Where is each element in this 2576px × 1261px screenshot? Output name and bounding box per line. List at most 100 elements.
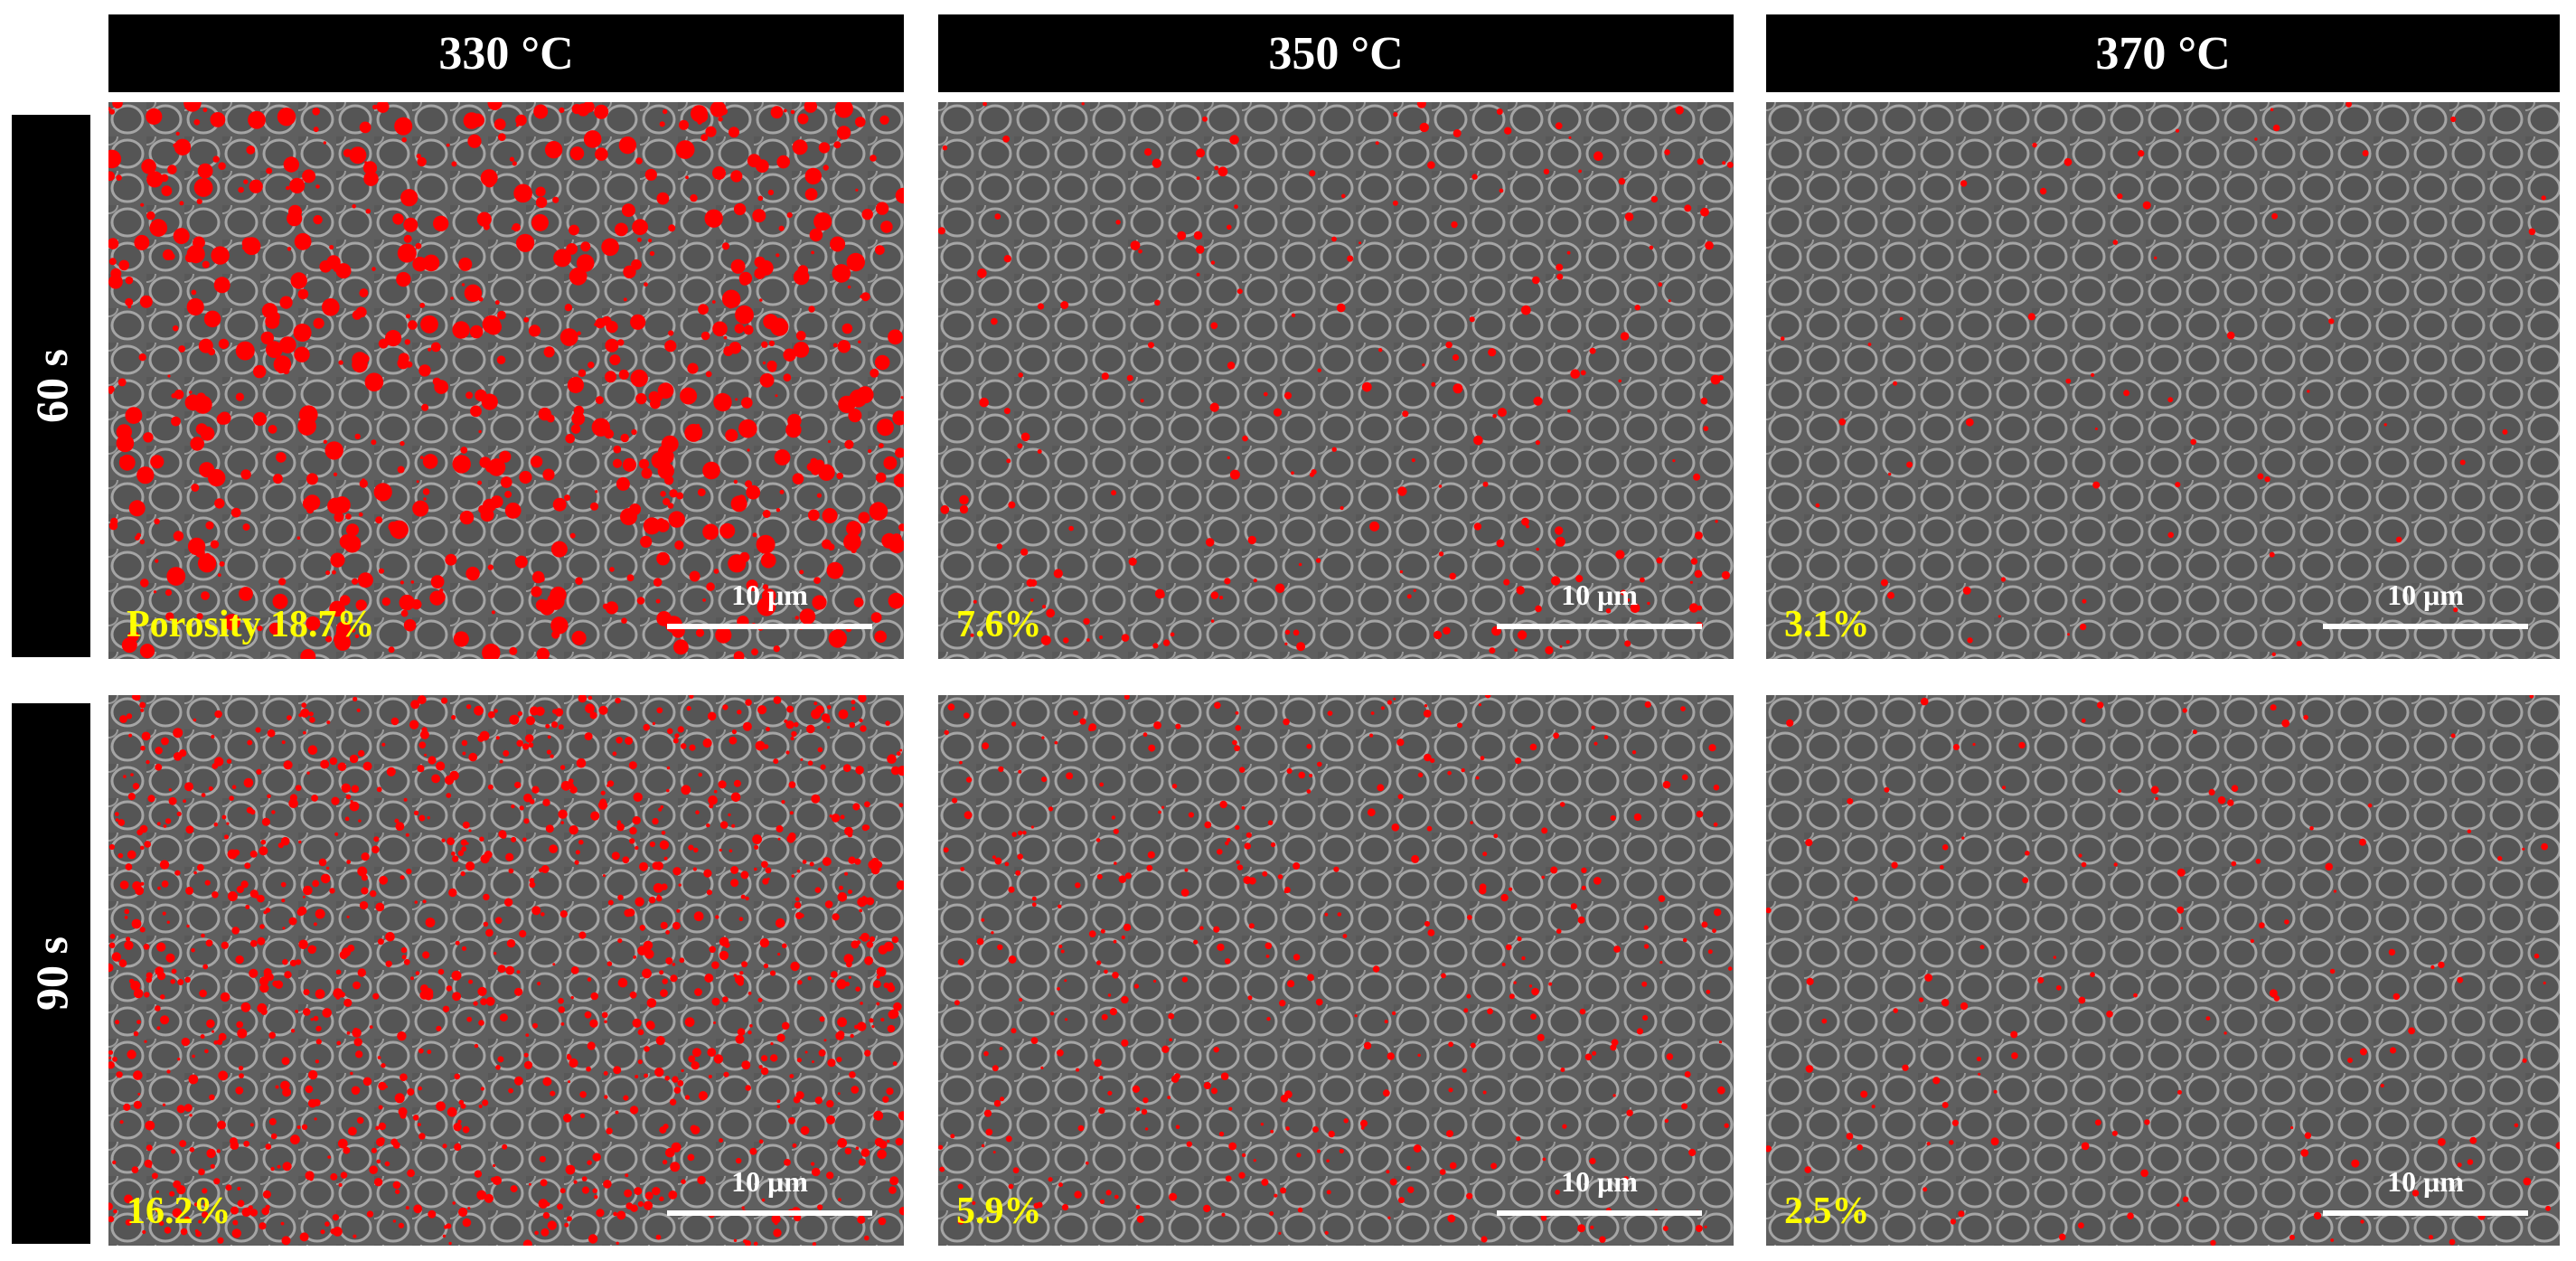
pore [408, 320, 418, 330]
pore [494, 709, 498, 713]
pore [118, 959, 127, 967]
pore [127, 1049, 136, 1059]
pore [529, 878, 535, 883]
pore [816, 493, 823, 498]
pore [776, 918, 785, 928]
pore [165, 953, 175, 963]
pore [797, 265, 809, 276]
pore [1496, 539, 1505, 548]
pore [128, 978, 135, 984]
pore [799, 569, 804, 575]
pore [852, 803, 860, 811]
pore [202, 1211, 209, 1219]
pore [458, 1207, 468, 1218]
pore [770, 1042, 774, 1046]
pore [569, 1058, 578, 1068]
pore [871, 1025, 875, 1029]
pore [1076, 1068, 1080, 1072]
pore [213, 1040, 219, 1045]
pore [199, 989, 207, 998]
pore [468, 752, 477, 762]
pore [289, 959, 297, 967]
pore [1542, 1157, 1547, 1162]
pore [242, 237, 261, 256]
pore [108, 385, 115, 393]
pore [875, 472, 887, 484]
pore [1659, 961, 1663, 965]
pore [807, 976, 812, 981]
pore [1095, 838, 1101, 842]
pore [964, 811, 973, 820]
pore [394, 818, 400, 823]
pore [1806, 977, 1814, 985]
pore [212, 1030, 215, 1033]
pore [858, 512, 870, 524]
pore [1893, 381, 1898, 386]
pore [1715, 520, 1718, 523]
pore [1140, 399, 1144, 403]
pore [362, 161, 378, 175]
pore [952, 797, 958, 804]
pore [576, 758, 587, 768]
pore [409, 720, 419, 729]
pore [659, 840, 670, 850]
pore [268, 1117, 277, 1125]
pore [1902, 1064, 1909, 1071]
pore [315, 908, 325, 919]
porosity-label: 5.9% [956, 1190, 1042, 1232]
pore [335, 969, 342, 975]
pore [1416, 102, 1426, 108]
pore [1378, 348, 1383, 353]
pore [406, 314, 410, 319]
pore [678, 883, 682, 887]
pore [304, 494, 321, 511]
pore [351, 785, 360, 793]
pore [475, 389, 487, 402]
pore [1514, 648, 1518, 652]
pore [1153, 979, 1157, 983]
pore [443, 1225, 448, 1229]
pore [1217, 849, 1223, 855]
pore [745, 1085, 751, 1091]
pore [448, 1241, 452, 1246]
pore [531, 786, 540, 794]
pore [1592, 1050, 1597, 1056]
pore [660, 989, 668, 997]
pore [1620, 332, 1630, 341]
pore [589, 502, 599, 511]
pore [1643, 944, 1650, 949]
pore [337, 762, 347, 771]
pore [376, 1137, 385, 1147]
pore [1184, 868, 1189, 872]
pore [697, 488, 706, 496]
pore [2330, 1238, 2335, 1242]
pore [1225, 1175, 1232, 1182]
pore [483, 921, 489, 927]
pore [204, 880, 211, 886]
pore [446, 793, 452, 798]
pore [1718, 1040, 1723, 1044]
pore [116, 174, 122, 181]
pore [400, 875, 405, 880]
pore [729, 342, 742, 354]
pore [369, 1025, 373, 1029]
pore [2522, 847, 2525, 851]
pore [1708, 744, 1716, 752]
pore [2523, 1177, 2532, 1186]
pore [1641, 981, 1648, 987]
pore [397, 466, 405, 474]
pore [428, 756, 437, 765]
pore [1040, 1066, 1044, 1069]
pore [1451, 221, 1458, 229]
pore [1074, 1190, 1082, 1199]
pore [659, 121, 665, 127]
pore [1324, 1230, 1329, 1235]
pore [179, 1140, 187, 1148]
pore [422, 951, 430, 959]
pore [469, 325, 484, 339]
pore [1328, 1130, 1335, 1138]
pore [1135, 1204, 1141, 1209]
pore [702, 523, 719, 541]
pore [552, 963, 556, 966]
pore [282, 1162, 292, 1172]
